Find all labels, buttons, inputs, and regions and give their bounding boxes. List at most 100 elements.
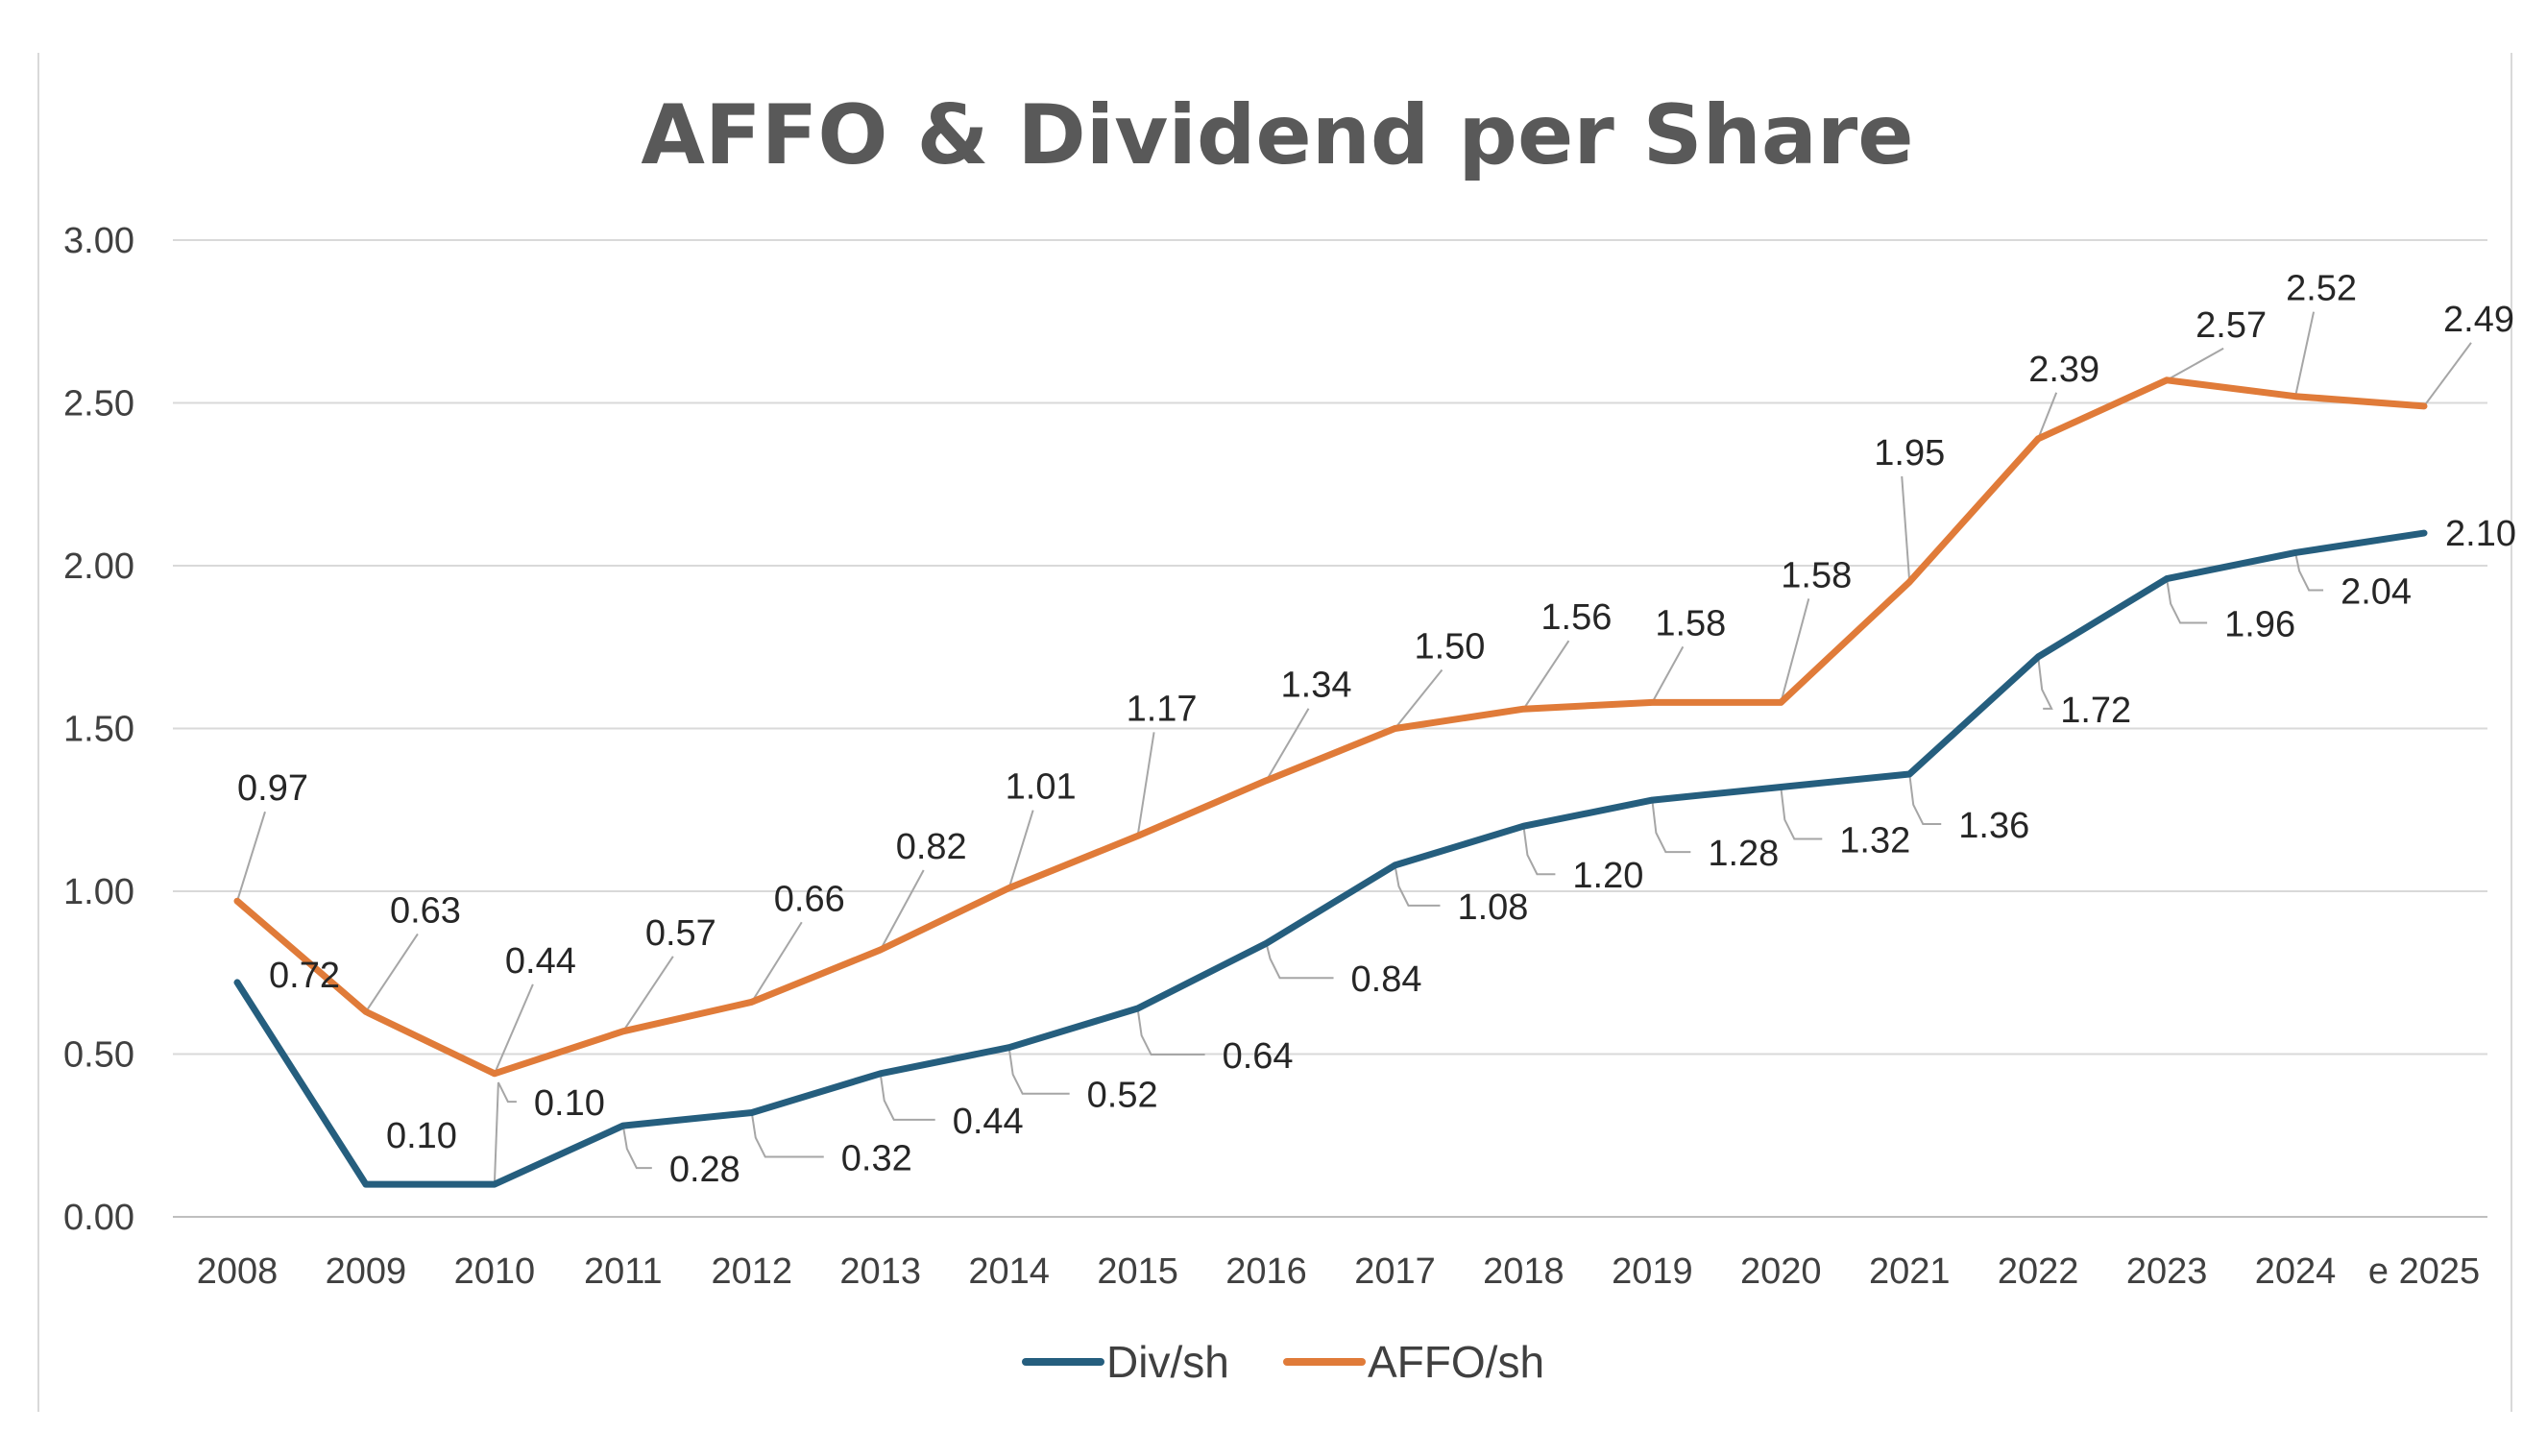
leader-line [1265,942,1334,980]
data-point [2294,551,2297,554]
leader-line [1007,1047,1070,1095]
leader-line [1136,732,1155,837]
affo-sh-data-label: 2.39 [2028,350,2099,390]
x-tick-label: 2012 [711,1251,792,1292]
affo-sh-data-label: 0.63 [390,890,461,931]
affo-sh-data-label: 1.17 [1127,689,1198,729]
x-tick-label: 2020 [1740,1251,1822,1292]
leader-line [2294,311,2316,397]
leader-line [2294,552,2324,592]
series-line-div-sh [233,529,2428,1188]
div-sh-data-label: 0.32 [841,1139,912,1179]
affo-sh-data-label: 0.57 [645,913,716,954]
data-point [2423,404,2425,407]
data-point [2166,577,2169,580]
leader-line [879,869,925,951]
leader-line [2423,342,2472,407]
leader-line [1908,773,1942,825]
leader-line [365,933,419,1012]
leader-line [2037,656,2053,710]
div-sh-data-label: 1.20 [1572,856,1643,896]
div-sh-data-label: 1.72 [2060,691,2131,731]
div-sh-data-label: 0.72 [269,956,340,996]
legend-label-div-sh: Div/sh [1106,1337,1229,1387]
leader-line [1651,645,1685,703]
series-lines [233,376,2428,1188]
x-tick-label: 2022 [1998,1251,2079,1292]
data-point [750,1111,753,1114]
leader-line [1522,826,1556,876]
y-tick-label: 2.50 [63,384,134,425]
data-point [2423,532,2425,535]
x-tick-label: 2011 [584,1251,663,1292]
leader-line [2166,578,2208,624]
div-sh-data-label: 0.52 [1087,1076,1158,1116]
div-sh-data-label: 0.28 [669,1150,740,1190]
affo-sh-data-label: 1.58 [1781,555,1852,595]
leader-line [1394,864,1441,907]
div-sh-data-label: 1.96 [2224,605,2295,645]
affo-sh-data-label: 1.50 [1414,627,1485,667]
legend: Div/sh AFFO/sh [1022,1337,1544,1387]
y-tick-label: 1.50 [63,710,134,750]
data-point [1522,708,1525,711]
affo-sh-data-label: 1.34 [1281,666,1352,706]
y-axis: 0.00 0.50 1.00 1.50 2.00 2.50 3.00 [63,221,134,1238]
div-sh-data-label: 2.04 [2341,571,2412,612]
leader-line [1780,787,1823,840]
affo-sh-data-label: 0.66 [774,879,845,919]
leader-line [493,1081,517,1185]
data-point [493,1183,496,1186]
affo-sh-data-label: 2.52 [2286,269,2357,309]
affo-sh-data-label: 0.44 [505,941,576,982]
affo-sh-data-label: 1.01 [1006,767,1077,808]
data-point [1780,701,1783,704]
leader-line [621,1125,652,1170]
data-point [2294,395,2297,398]
affo-sh-data-label: 1.95 [1874,433,1945,473]
gridlines [173,239,2487,1218]
data-point [879,949,882,952]
y-tick-label: 3.00 [63,221,134,261]
x-tick-label: 2013 [839,1251,921,1292]
data-point [621,1125,624,1128]
y-tick-label: 2.00 [63,546,134,587]
label-leader-lines [236,311,2472,1185]
data-point [750,1001,753,1004]
leader-line [1007,810,1034,888]
data-point [236,981,238,983]
div-sh-data-label: 0.84 [1351,959,1422,1000]
affo-sh-data-label: 2.57 [2195,305,2267,346]
data-point [1908,580,1911,583]
data-point [1007,886,1010,889]
leader-line [750,921,803,1003]
data-point [2166,378,2169,381]
data-point [1394,863,1396,866]
leader-line [1394,668,1443,730]
y-tick-label: 1.00 [63,872,134,912]
data-point [1394,727,1396,730]
data-point [1651,701,1654,704]
data-point [1651,799,1654,802]
x-tick-label: 2021 [1869,1251,1951,1292]
leader-line [621,956,674,1032]
x-tick-label: 2024 [2255,1251,2337,1292]
data-labels: 0.72 0.10 0.10 0.28 0.32 0.44 0.52 0.64 0.84 1.08… [237,269,2516,1190]
x-tick-label: 2016 [1225,1251,1307,1292]
leader-line [1901,475,1911,583]
y-tick-label: 0.00 [63,1198,134,1238]
data-point [1007,1046,1010,1049]
chart-title: AFFO & Dividend per Share [641,87,1913,183]
x-tick-label: 2023 [2126,1251,2208,1292]
leader-line [1651,799,1691,854]
data-point [236,900,238,903]
leader-line [236,811,266,902]
div-sh-data-label: 0.10 [386,1116,457,1156]
data-point [364,1183,367,1186]
data-point [1136,835,1139,837]
data-point [879,1072,882,1075]
div-sh-data-label: 0.64 [1223,1036,1294,1077]
data-point [621,1030,624,1032]
leader-line [879,1073,935,1121]
